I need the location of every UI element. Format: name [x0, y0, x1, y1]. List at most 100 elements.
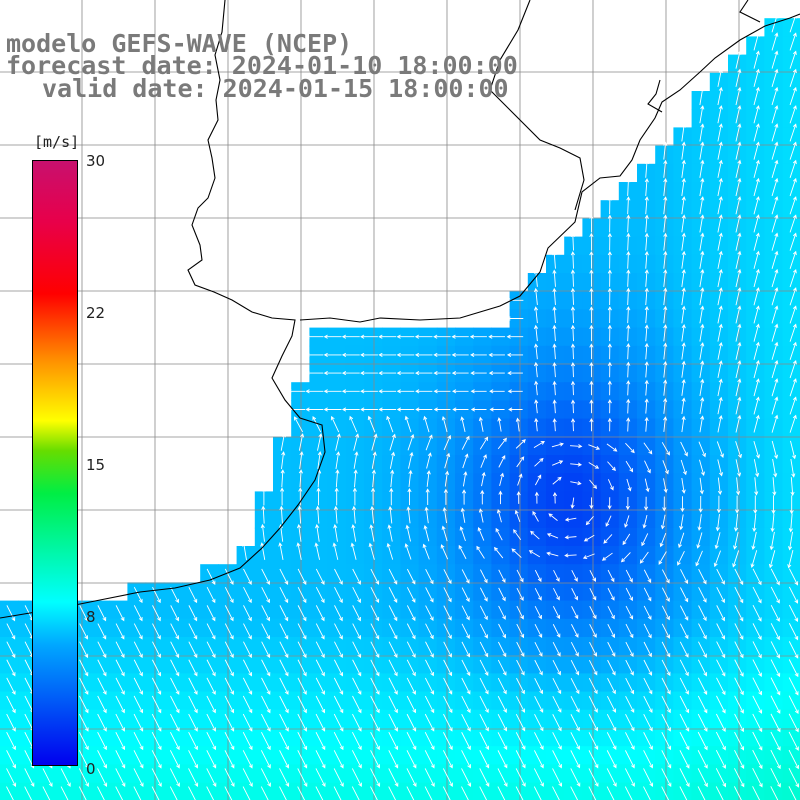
wind-arrow: [644, 398, 649, 414]
wind-arrow: [679, 695, 690, 714]
wind-arrow: [788, 586, 799, 604]
wind-arrow: [735, 68, 742, 87]
wind-arrow: [605, 515, 612, 527]
colorbar-unit-label: [m/s]: [34, 133, 80, 151]
wind-arrow: [461, 641, 471, 658]
wind-arrow: [625, 442, 635, 454]
wind-arrow: [462, 453, 469, 469]
speed-cell: [782, 436, 800, 456]
wind-arrow: [552, 269, 557, 287]
wind-arrow: [533, 324, 539, 342]
wind-arrow: [663, 342, 668, 360]
wind-arrow: [79, 677, 89, 695]
wind-arrow: [679, 641, 689, 658]
wind-arrow: [479, 587, 488, 602]
wind-arrow: [662, 496, 667, 512]
wind-arrow: [261, 605, 270, 622]
wind-arrow: [770, 513, 775, 533]
speed-cell: [782, 618, 800, 638]
wind-arrow: [771, 323, 779, 342]
wind-arrow: [388, 786, 397, 800]
wind-arrow: [699, 159, 705, 178]
wind-arrow: [494, 546, 504, 559]
wind-arrow: [570, 641, 579, 657]
wind-arrow: [695, 550, 703, 567]
wind-arrow: [530, 530, 540, 540]
wind-arrow: [771, 123, 779, 142]
wind-arrow: [644, 342, 649, 360]
wind-arrow: [570, 269, 575, 287]
wind-arrow: [370, 713, 380, 732]
wind-arrow: [461, 623, 470, 639]
wind-arrow: [297, 505, 302, 524]
wind-arrow: [552, 476, 562, 485]
wind-arrow: [242, 677, 253, 695]
wind-arrow: [441, 525, 448, 542]
wind-arrow: [297, 641, 307, 659]
wind-arrow: [151, 677, 162, 695]
wind-arrow: [570, 462, 583, 467]
wind-arrow: [360, 334, 378, 339]
wind-arrow: [570, 343, 576, 360]
wind-arrow: [497, 713, 508, 732]
wind-arrow: [661, 605, 670, 621]
wind-arrow: [681, 397, 686, 415]
wind-arrow: [552, 380, 557, 396]
wind-arrow: [753, 268, 760, 288]
wind-arrow: [279, 568, 289, 585]
wind-arrow: [534, 641, 543, 657]
wind-arrow: [371, 433, 378, 451]
wind-arrow: [681, 287, 686, 306]
wind-arrow: [451, 371, 469, 376]
wind-arrow: [644, 478, 650, 493]
wind-arrow: [305, 352, 324, 357]
wind-arrow: [349, 415, 358, 433]
wind-arrow: [603, 534, 613, 544]
wind-arrow: [570, 418, 576, 432]
wind-arrow: [406, 768, 417, 787]
wind-arrow: [389, 451, 396, 469]
wind-arrow: [279, 713, 289, 732]
wind-arrow: [133, 677, 143, 695]
wind-arrow: [752, 786, 761, 800]
wind-arrow: [789, 232, 797, 251]
wind-arrow: [789, 396, 797, 415]
wind-arrow: [479, 677, 489, 695]
wind-arrow: [679, 731, 690, 751]
wind-arrow: [552, 641, 561, 657]
wind-arrow: [698, 623, 707, 640]
wind-arrow: [753, 86, 760, 106]
wind-arrow: [607, 361, 612, 378]
wind-arrow: [788, 786, 797, 800]
wind-arrow: [607, 196, 612, 215]
wind-arrow: [479, 605, 488, 621]
wind-arrow: [588, 768, 599, 787]
wind-arrow: [534, 659, 543, 676]
wind-arrow: [752, 641, 762, 659]
wind-arrow: [443, 623, 452, 640]
wind-arrow: [607, 677, 616, 695]
speed-cell: [782, 655, 800, 674]
wind-arrow: [606, 443, 618, 452]
wind-arrow: [279, 768, 290, 788]
wind-arrow: [534, 399, 539, 414]
wind-arrow: [717, 159, 723, 178]
wind-arrow: [242, 713, 253, 732]
wind-arrow: [699, 459, 705, 476]
wind-arrow: [607, 569, 615, 583]
wind-arrow: [188, 695, 198, 714]
wind-arrow: [735, 305, 742, 324]
wind-arrow: [378, 389, 397, 394]
wind-arrow: [317, 451, 322, 469]
wind-arrow: [588, 695, 598, 713]
wind-arrow: [352, 605, 361, 622]
wind-arrow: [533, 287, 539, 305]
wind-arrow: [151, 659, 162, 677]
wind-arrow: [115, 786, 124, 800]
wind-arrow: [279, 641, 289, 659]
wind-arrow: [753, 459, 760, 478]
wind-arrow: [716, 677, 726, 696]
wind-arrow: [461, 569, 470, 584]
wind-arrow: [360, 352, 378, 357]
